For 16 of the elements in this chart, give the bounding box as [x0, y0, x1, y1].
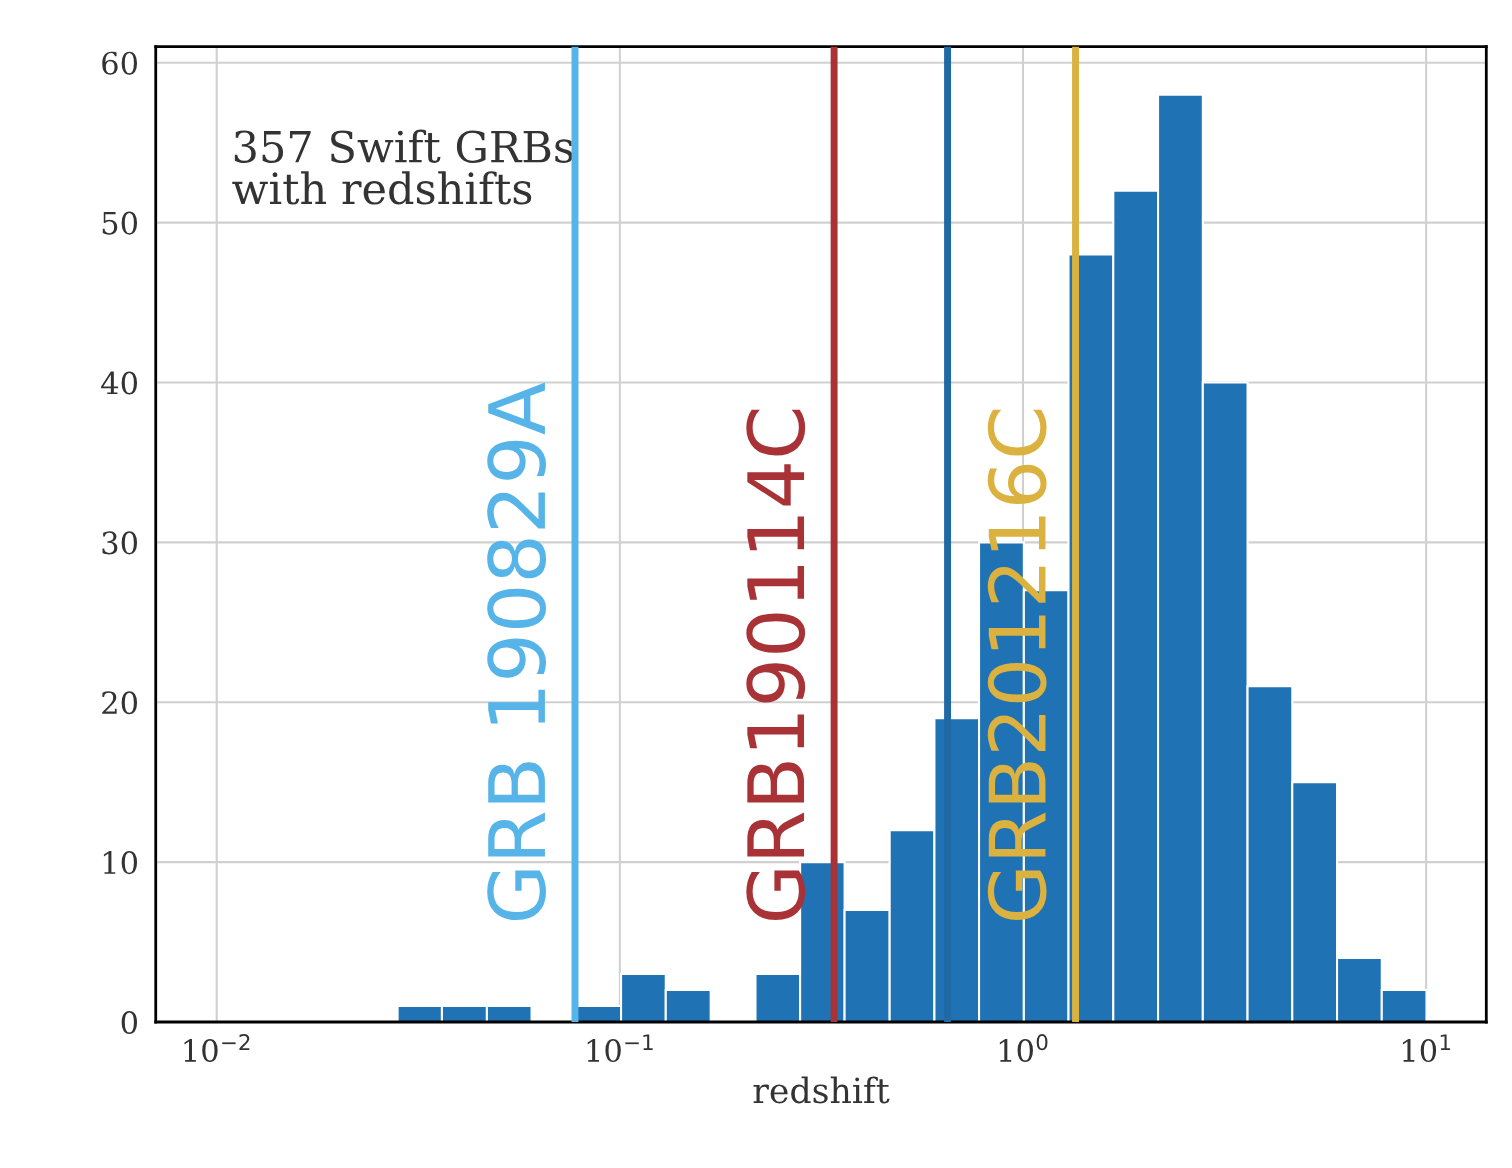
x-tick-label: 10$^{−2}$: [184, 1034, 250, 1063]
x-tick-label: 10$^{0}$: [999, 1034, 1048, 1063]
y-tick-label: 30: [102, 531, 138, 555]
x-tick-label: 10$^{−1}$: [587, 1034, 653, 1063]
y-tick-label: 0: [121, 1010, 138, 1035]
ref-line-label: GRB190114C: [746, 409, 806, 921]
ref-line-label: GRB201216C: [987, 409, 1047, 921]
y-tick-label: 50: [102, 211, 138, 235]
annotation: 357 Swift GRBs with redshifts: [232, 129, 573, 205]
y-tick-label: 20: [102, 691, 138, 715]
y-tick-label: 40: [101, 371, 138, 395]
y-tick-label: 60: [102, 51, 138, 75]
y-tick-label: 10: [103, 851, 138, 875]
ref-line-label: GRB 190829A: [487, 382, 547, 921]
x-tick-label: 10$^{1}$: [1402, 1034, 1451, 1063]
x-axis-title: redshift: [753, 1076, 890, 1104]
